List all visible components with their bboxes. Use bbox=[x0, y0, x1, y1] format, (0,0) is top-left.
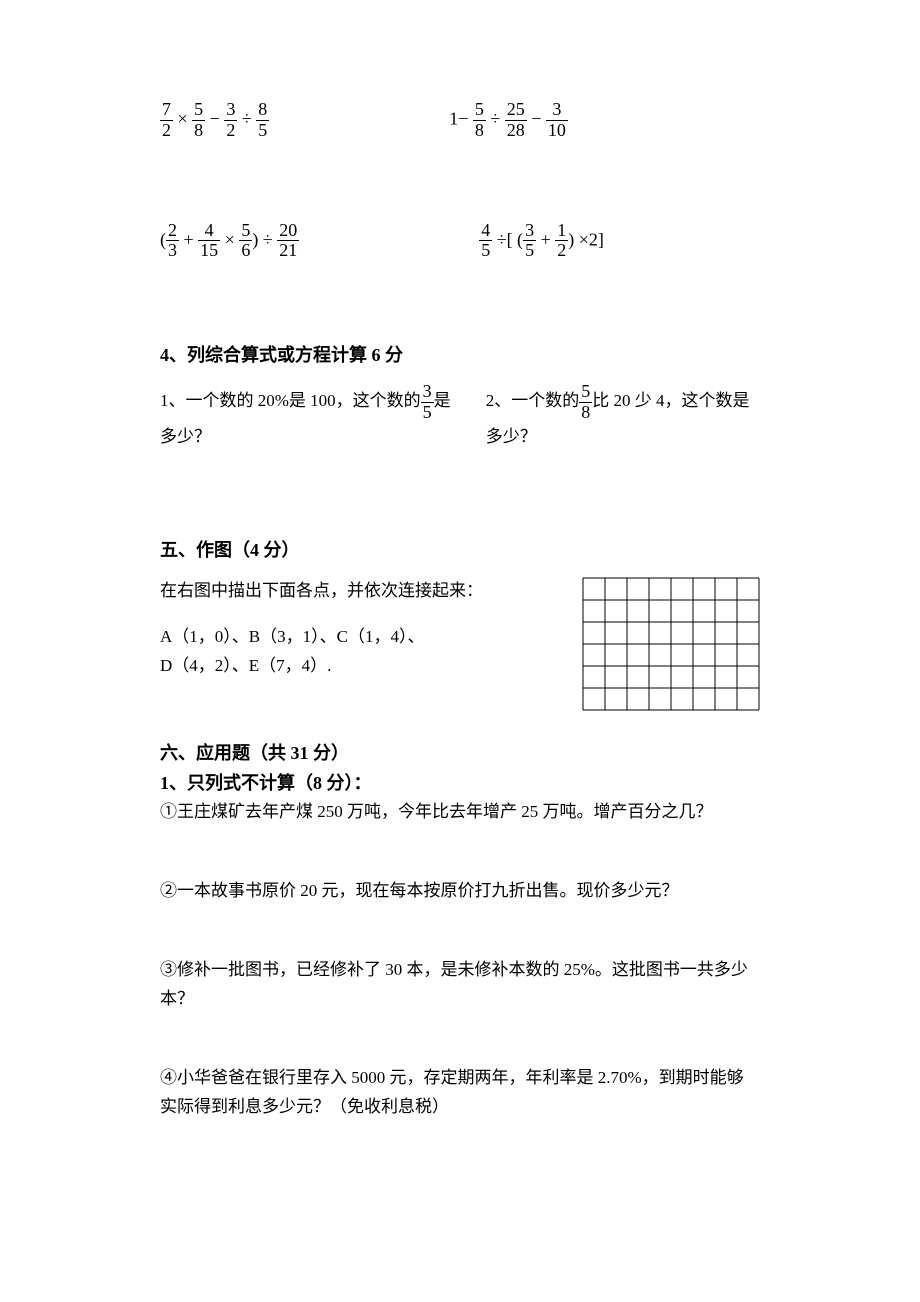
section-6: 六、应用题（共 31 分） 1、只列式不计算（8 分）： ①王庄煤矿去年产煤 2… bbox=[160, 739, 760, 1122]
section-6-q1: ①王庄煤矿去年产煤 250 万吨，今年比去年增产 25 万吨。增产百分之几？ bbox=[160, 798, 760, 827]
section-6-q2: ②一本故事书原价 20 元，现在每本按原价打九折出售。现价多少元？ bbox=[160, 877, 760, 906]
expr-2-right: 45 ÷[ (35 + 12) ×2] bbox=[479, 221, 604, 262]
math-expression-row-2: (23 + 415 × 56) ÷ 2021 45 ÷[ (35 + 12) ×… bbox=[160, 221, 760, 262]
plot-points-1: A（1，0）、B（3，1）、C（1，4）、 bbox=[160, 623, 552, 652]
section-4-q2: 2、一个数的58比 20 少 4，这个数是多少？ bbox=[486, 382, 760, 450]
plot-grid bbox=[582, 577, 760, 711]
expr-1-left: 72 × 58 − 32 ÷ 85 bbox=[160, 100, 269, 141]
q1-pre: 1、一个数的 20%是 100，这个数的 bbox=[160, 391, 421, 410]
section-6-q4: ④小华爸爸在银行里存入 5000 元，存定期两年，年利率是 2.70%，到期时能… bbox=[160, 1064, 760, 1122]
plot-points-2: D（4，2）、E（7，4）. bbox=[160, 652, 552, 681]
q2-pre: 2、一个数的 bbox=[486, 391, 580, 410]
expr-2-left: (23 + 415 × 56) ÷ 2021 bbox=[160, 221, 299, 262]
section-6-title: 六、应用题（共 31 分） bbox=[160, 739, 760, 768]
math-expression-row-1: 72 × 58 − 32 ÷ 85 1− 58 ÷ 2528 − 310 bbox=[160, 100, 760, 141]
section-5: 五、作图（4 分） 在右图中描出下面各点，并依次连接起来： A（1，0）、B（3… bbox=[160, 536, 760, 711]
section-4-title: 4、列综合算式或方程计算 6 分 bbox=[160, 341, 760, 370]
section-4-questions: 1、一个数的 20%是 100，这个数的35是多少？ 2、一个数的58比 20 … bbox=[160, 382, 760, 450]
den: 2 bbox=[160, 121, 173, 141]
section-4-q1: 1、一个数的 20%是 100，这个数的35是多少？ bbox=[160, 382, 458, 450]
section-5-title: 五、作图（4 分） bbox=[160, 536, 760, 565]
section-4: 4、列综合算式或方程计算 6 分 1、一个数的 20%是 100，这个数的35是… bbox=[160, 341, 760, 450]
expr-1-right: 1− 58 ÷ 2528 − 310 bbox=[449, 100, 568, 141]
plot-desc: 在右图中描出下面各点，并依次连接起来： bbox=[160, 577, 552, 606]
section-6-q3: ③修补一批图书，已经修补了 30 本，是未修补本数的 25%。这批图书一共多少本… bbox=[160, 956, 760, 1014]
num: 7 bbox=[160, 100, 173, 121]
section-6-sub1: 1、只列式不计算（8 分）： bbox=[160, 769, 760, 798]
